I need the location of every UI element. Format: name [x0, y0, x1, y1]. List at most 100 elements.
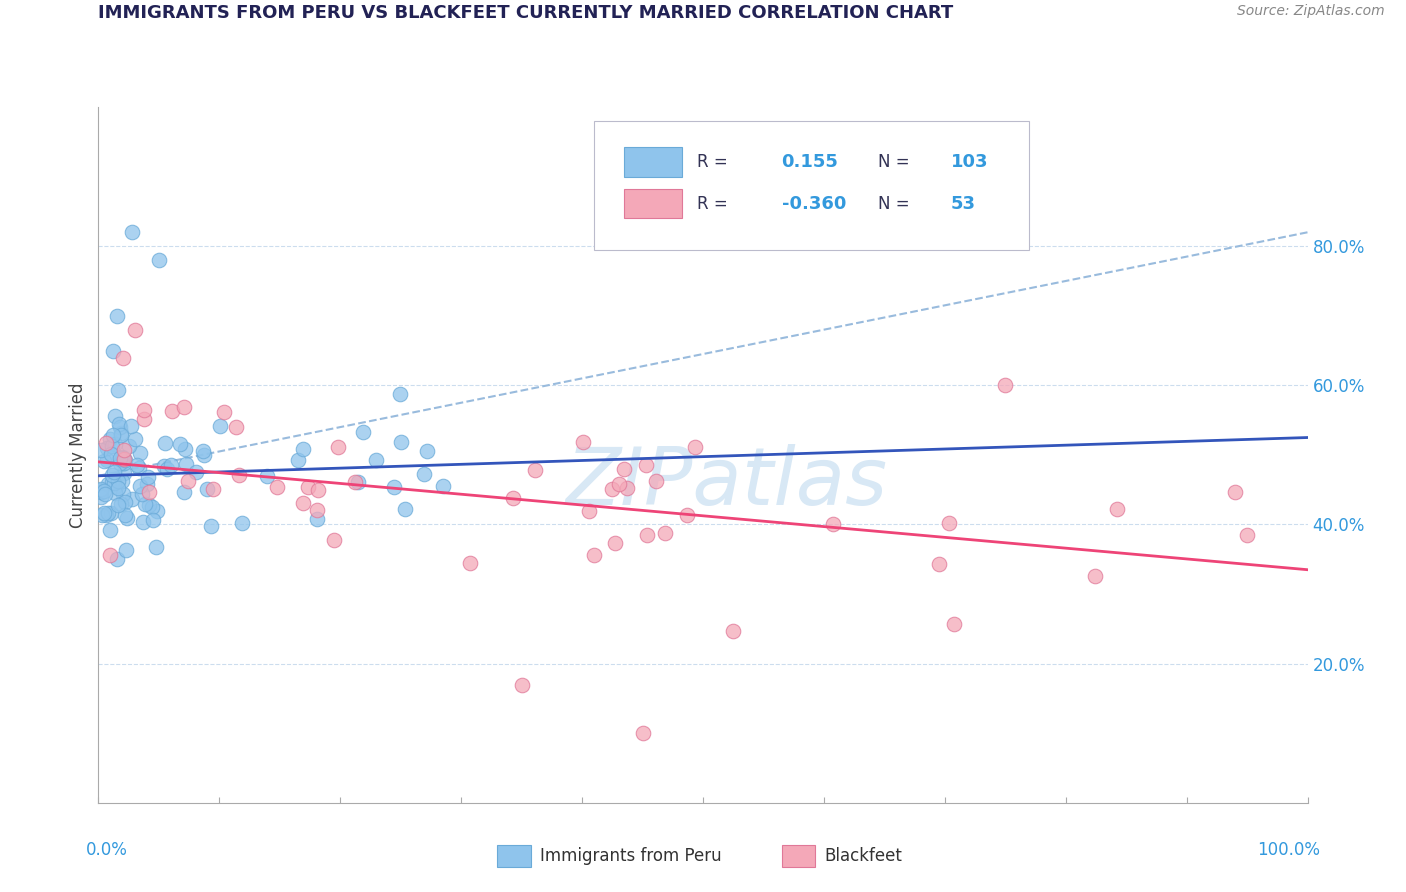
Point: [101, 343, 124, 358]
Point: [121, 492, 143, 507]
Point: [101, 439, 124, 453]
Point: [107, 475, 129, 489]
Point: [193, 444, 215, 458]
Point: [90, 443, 112, 458]
Point: [103, 475, 125, 490]
Point: [578, 504, 600, 518]
Point: [136, 477, 159, 491]
Point: [107, 498, 129, 512]
Point: [432, 479, 454, 493]
Point: [155, 436, 177, 450]
Point: [132, 515, 155, 529]
Point: [328, 441, 350, 455]
Point: [134, 403, 156, 417]
Point: [572, 435, 595, 450]
Point: [96, 453, 118, 467]
Point: [110, 425, 132, 440]
Point: [343, 475, 366, 489]
Point: [93, 483, 115, 498]
Point: [128, 460, 150, 475]
Point: [96, 436, 118, 450]
Point: [141, 513, 163, 527]
Point: [193, 448, 215, 462]
Point: [225, 419, 247, 434]
Point: [94, 487, 117, 501]
Point: [291, 442, 314, 457]
Point: [823, 517, 845, 532]
Text: 103: 103: [950, 153, 988, 171]
Point: [305, 512, 328, 526]
Point: [121, 225, 143, 239]
Point: [111, 351, 134, 365]
Point: [124, 323, 146, 337]
Point: [101, 468, 124, 483]
Text: R =: R =: [697, 153, 728, 171]
Point: [105, 552, 128, 566]
Point: [114, 452, 136, 467]
Point: [110, 420, 132, 434]
Point: [98, 523, 121, 537]
Point: [105, 309, 128, 323]
Point: [307, 503, 329, 517]
Point: [97, 476, 120, 491]
Point: [136, 470, 159, 484]
Point: [352, 425, 374, 439]
Point: [631, 726, 654, 740]
Point: [107, 383, 129, 397]
Point: [100, 549, 122, 563]
Point: [104, 486, 127, 500]
Point: [104, 437, 127, 451]
Point: [160, 458, 183, 473]
Point: [524, 463, 547, 477]
Y-axis label: Currently Married: Currently Married: [69, 382, 87, 528]
Point: [176, 474, 198, 488]
Point: [156, 462, 179, 476]
Point: [103, 465, 125, 479]
Point: [231, 516, 253, 531]
Point: [292, 496, 315, 510]
Point: [202, 482, 225, 496]
Point: [93, 507, 115, 521]
Point: [582, 548, 605, 562]
Point: [200, 519, 222, 533]
Point: [394, 501, 416, 516]
Point: [148, 253, 170, 268]
Point: [347, 475, 370, 490]
Point: [90, 483, 112, 497]
FancyBboxPatch shape: [624, 189, 682, 219]
Point: [112, 456, 135, 470]
Point: [1107, 501, 1129, 516]
Point: [115, 542, 138, 557]
Point: [131, 487, 153, 501]
Point: [382, 480, 405, 494]
Point: [938, 516, 960, 530]
Point: [114, 495, 136, 509]
Text: IMMIGRANTS FROM PERU VS BLACKFEET CURRENTLY MARRIED CORRELATION CHART: IMMIGRANTS FROM PERU VS BLACKFEET CURREN…: [98, 4, 953, 22]
Point: [94, 508, 117, 522]
Point: [675, 508, 697, 522]
Point: [110, 427, 132, 442]
Point: [112, 443, 135, 458]
Point: [307, 483, 329, 497]
Text: Immigrants from Peru: Immigrants from Peru: [540, 847, 721, 864]
Point: [101, 428, 124, 442]
Point: [502, 491, 524, 505]
FancyBboxPatch shape: [624, 147, 682, 177]
Point: [111, 450, 134, 465]
Point: [132, 411, 155, 425]
Point: [173, 485, 195, 500]
Point: [174, 458, 197, 472]
Point: [100, 507, 122, 521]
Point: [145, 541, 167, 555]
Text: 0.0%: 0.0%: [86, 841, 128, 859]
Point: [124, 432, 146, 446]
Point: [208, 418, 231, 433]
Point: [146, 504, 169, 518]
Text: Source: ZipAtlas.com: Source: ZipAtlas.com: [1237, 4, 1385, 19]
Point: [256, 469, 278, 483]
Text: Blackfeet: Blackfeet: [824, 847, 901, 864]
Point: [90, 483, 112, 498]
Point: [111, 487, 134, 501]
Point: [416, 443, 439, 458]
Point: [110, 450, 132, 464]
